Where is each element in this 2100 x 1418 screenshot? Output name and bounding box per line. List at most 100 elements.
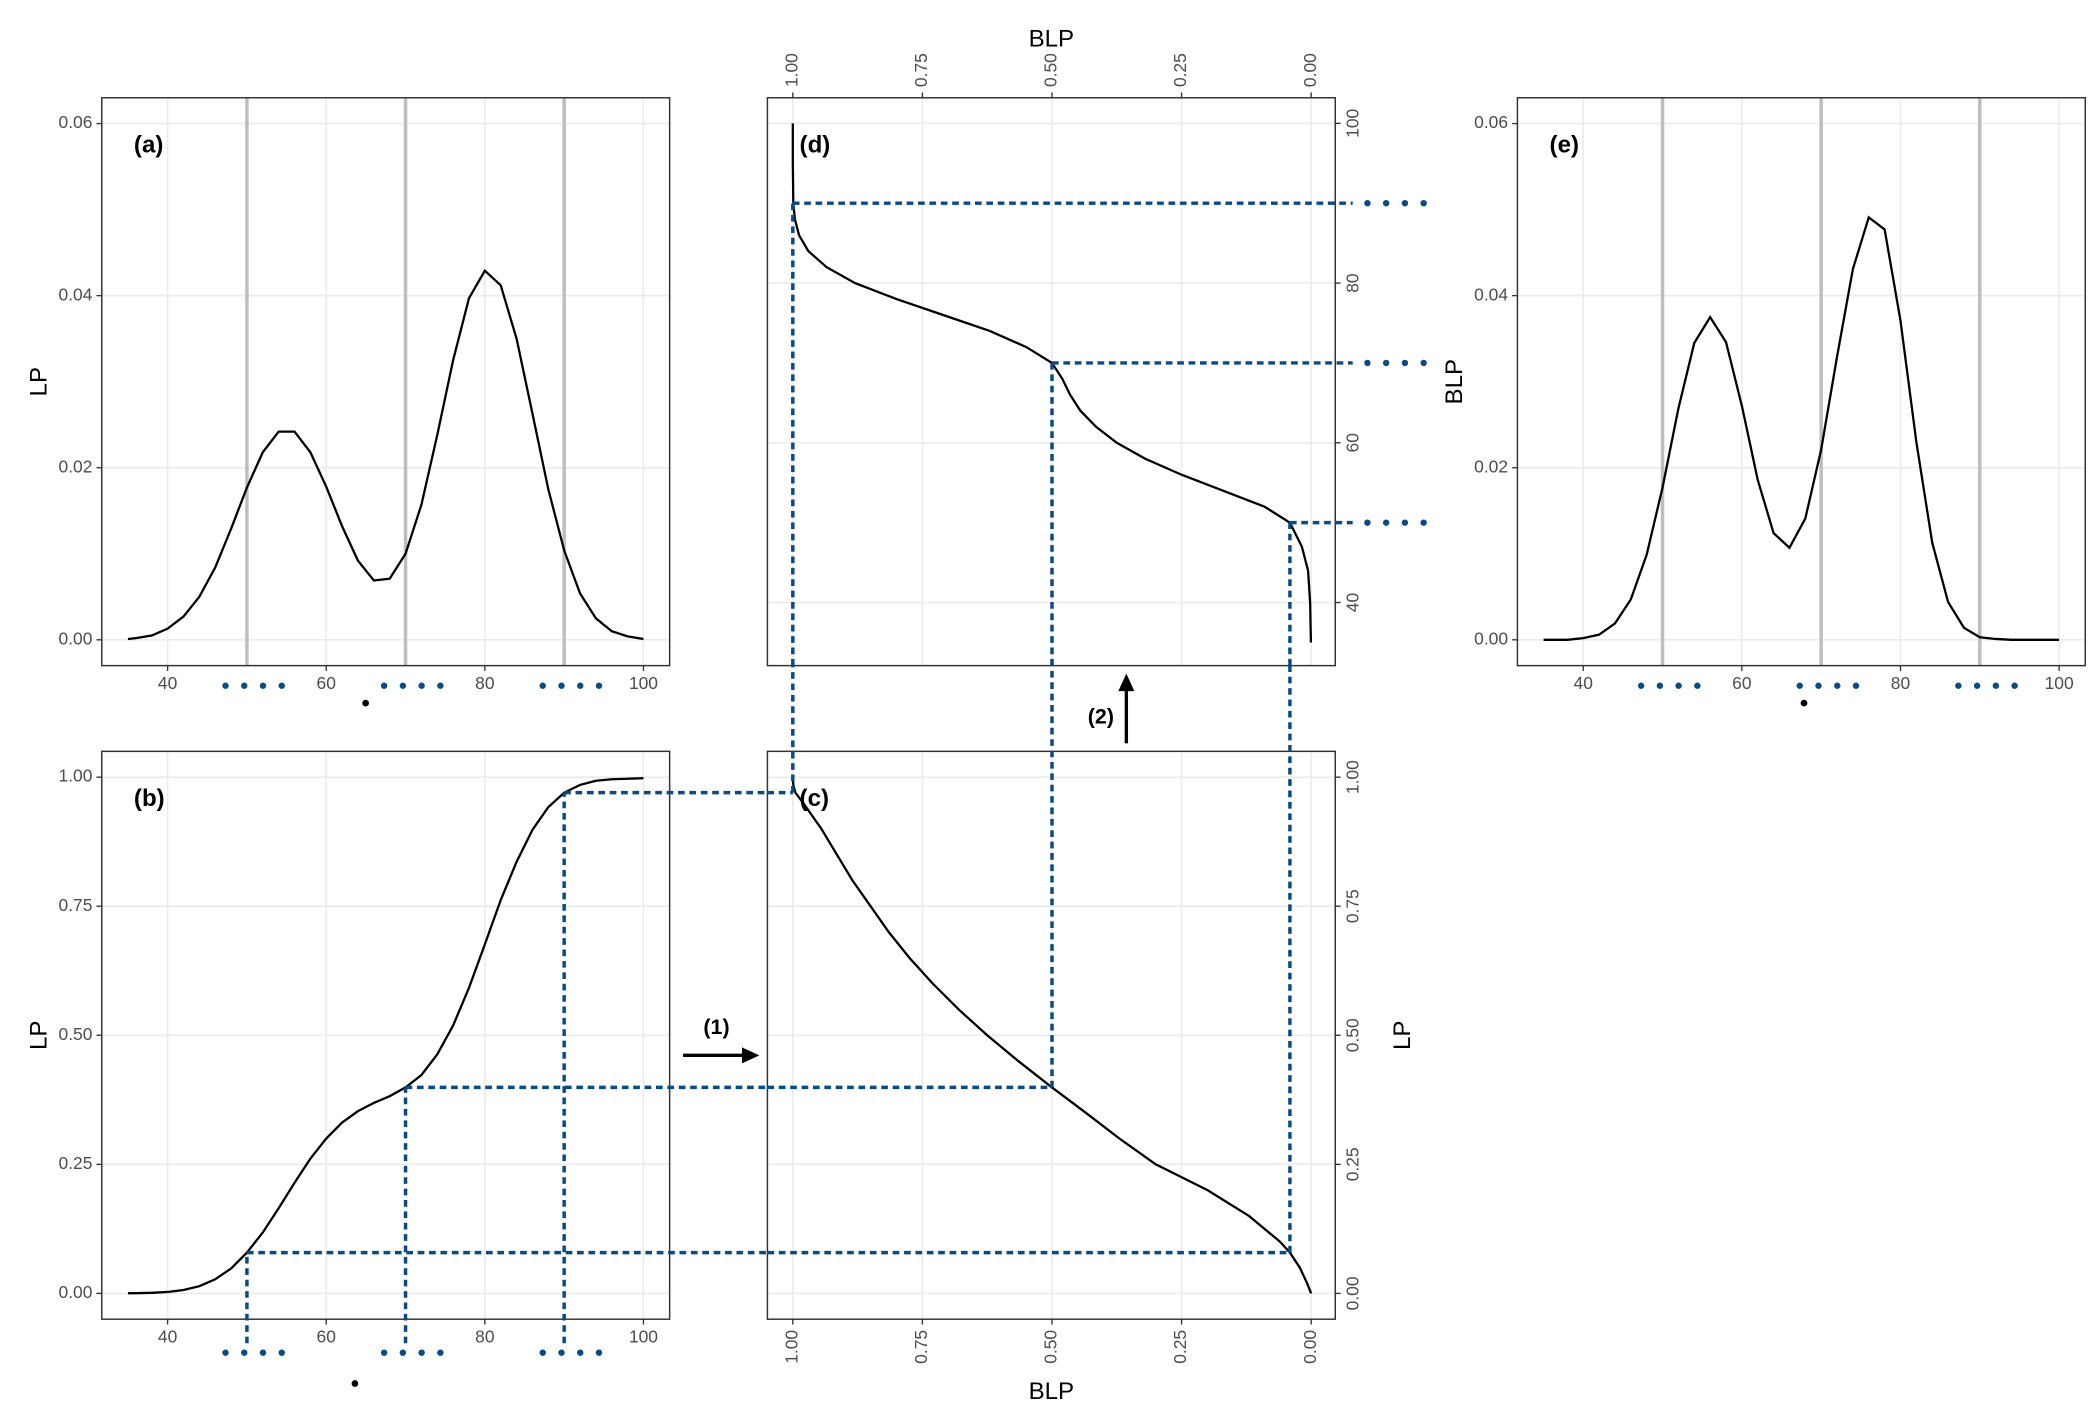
x-tick-label: 1.00 xyxy=(781,1330,801,1364)
label-dot xyxy=(1420,199,1427,207)
x-tick-label: 40 xyxy=(158,1327,177,1347)
label-dot xyxy=(380,1349,388,1356)
y-tick-label: 0.00 xyxy=(59,1282,93,1302)
label-dot xyxy=(259,1349,267,1356)
label-dot xyxy=(539,682,546,689)
label-dot xyxy=(1694,682,1701,689)
label-dot xyxy=(1852,682,1860,689)
x-tick-label: 100 xyxy=(629,1327,658,1347)
label-dot xyxy=(1382,519,1390,526)
label-dot xyxy=(1382,199,1390,207)
label-dot xyxy=(1364,519,1371,526)
label-dot xyxy=(1834,682,1841,689)
y-tick-label: 1.00 xyxy=(1343,760,1363,794)
label-dot xyxy=(278,682,285,689)
label-dot xyxy=(539,1349,546,1356)
x-axis-title: BLP xyxy=(1029,1378,1075,1405)
label-dot xyxy=(399,682,407,689)
y-tick-label: 0.75 xyxy=(1343,889,1363,923)
label-dot xyxy=(1401,359,1409,367)
curve xyxy=(1543,215,2060,641)
y-tick-label: 0.02 xyxy=(59,456,93,476)
label-dot xyxy=(437,1349,444,1356)
label-dot xyxy=(1992,682,2000,689)
x-tick-label: 60 xyxy=(317,1327,336,1347)
curve xyxy=(127,268,644,641)
label-dot xyxy=(577,682,584,689)
label-dot xyxy=(595,682,603,689)
x-tick-label: 80 xyxy=(1891,673,1910,693)
y-tick-label: 100 xyxy=(1343,109,1363,138)
label-dot xyxy=(1637,682,1645,689)
curve xyxy=(791,777,1313,1294)
y-tick-label: 40 xyxy=(1343,593,1363,612)
y-tick-label: 1.00 xyxy=(59,766,93,786)
annotation: (2) xyxy=(1088,705,1114,729)
label-dot xyxy=(1420,519,1427,526)
label-dot xyxy=(1401,199,1409,207)
curve xyxy=(127,777,644,1295)
figure-body: (1) (2) 40 60 80 100 0.00 0.02 0.04 0.06 (a) LP 40… xyxy=(26,26,2087,1405)
plot-background xyxy=(101,97,670,666)
label-dot xyxy=(1656,682,1664,689)
x-tick-label: 100 xyxy=(2045,673,2074,693)
label-dot xyxy=(241,1349,248,1356)
y-tick-label: 0.25 xyxy=(1343,1147,1363,1181)
curve xyxy=(791,123,1313,643)
y-tick-label: 0.00 xyxy=(1343,1276,1363,1310)
label-dot xyxy=(1815,682,1822,689)
label-dot xyxy=(558,1349,565,1356)
label-dot xyxy=(418,1349,425,1356)
label-dot xyxy=(1675,682,1682,689)
x-tick-label: 0.00 xyxy=(1300,1330,1320,1364)
x-tick-label: 0.50 xyxy=(1041,53,1061,87)
x-tick-label: 1.00 xyxy=(781,53,801,87)
label-dot xyxy=(259,682,267,689)
x-tick-label: 0.75 xyxy=(911,53,931,87)
y-tick-label: 0.00 xyxy=(59,628,93,648)
x-tick-label: 80 xyxy=(475,1327,494,1347)
plot-border xyxy=(1516,97,2087,667)
y-axis-title: LP xyxy=(26,1021,53,1050)
annotation: (1) xyxy=(703,1015,729,1039)
x-tick-label: 0.25 xyxy=(1170,53,1190,87)
label-dot xyxy=(241,682,248,689)
label-dot xyxy=(595,1349,603,1356)
label-dot xyxy=(1364,359,1371,367)
arrow-head xyxy=(1118,673,1135,692)
label-dot xyxy=(1401,519,1409,526)
y-tick-label: 0.06 xyxy=(1474,112,1508,132)
plot-border xyxy=(101,97,671,667)
x-tick-label: 40 xyxy=(158,673,177,693)
y-tick-label: 0.02 xyxy=(1474,456,1508,476)
panel-label: (e) xyxy=(1550,131,1579,158)
panel-label: (b) xyxy=(134,785,165,812)
label-dot xyxy=(1973,682,1981,689)
x-tick-label: 60 xyxy=(317,673,336,693)
y-tick-label: 0.50 xyxy=(59,1024,93,1044)
y-tick-label: 80 xyxy=(1343,273,1363,292)
y-tick-label: 0.75 xyxy=(59,895,93,915)
x-tick-label: 0.50 xyxy=(1041,1330,1061,1364)
label-dot xyxy=(278,1349,285,1356)
label-dot xyxy=(399,1349,407,1356)
label-dot xyxy=(222,682,229,689)
label-dot xyxy=(558,682,565,689)
plot-background xyxy=(1517,97,2086,666)
label-dot xyxy=(1796,682,1803,689)
label-dot xyxy=(2011,682,2018,689)
y-tick-label: 60 xyxy=(1343,433,1363,452)
y-axis-title: LP xyxy=(1389,1021,1416,1050)
mark-dot xyxy=(362,699,369,707)
y-tick-label: 0.25 xyxy=(59,1153,93,1173)
label-dot xyxy=(577,1349,584,1356)
panel-label: (a) xyxy=(134,131,163,158)
label-dot xyxy=(1955,682,1962,689)
label-dot xyxy=(437,682,444,689)
label-dot xyxy=(418,682,425,689)
panel-label: (c) xyxy=(800,785,829,812)
y-axis-title: LP xyxy=(26,367,53,396)
panel-label: (d) xyxy=(800,131,831,158)
